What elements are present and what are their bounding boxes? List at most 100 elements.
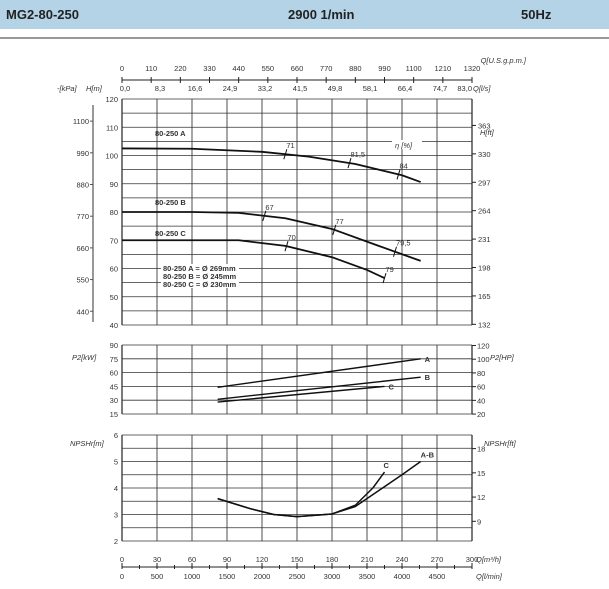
kpa-tick-label: 550 — [76, 276, 89, 285]
npsh-curve-label: C — [384, 461, 390, 470]
m3h-tick-label: 60 — [188, 555, 196, 564]
head-curve-label: 80-250 C — [155, 229, 186, 238]
npsh-ft-tick-label: 15 — [477, 469, 485, 478]
efficiency-label: 77 — [335, 217, 343, 226]
lmin-tick-label: 3000 — [324, 572, 341, 581]
m3h-tick-label: 90 — [223, 555, 231, 564]
npsh-tick-label: 2 — [114, 537, 118, 546]
head-tick-label: 120 — [105, 95, 118, 104]
m3h-axis-label: Q[m³/h] — [476, 555, 502, 564]
hp-tick-label: 40 — [477, 396, 485, 405]
frequency-label: 50Hz — [521, 7, 552, 22]
kpa-tick-label: 770 — [76, 212, 89, 221]
gpm-tick-label: 220 — [174, 64, 187, 73]
npsh-tick-label: 5 — [114, 458, 118, 467]
ft-tick-label: 297 — [478, 178, 491, 187]
ft-tick-label: 165 — [478, 292, 491, 301]
ls-tick-label: 33,2 — [258, 84, 273, 93]
ls-tick-label: 49,8 — [328, 84, 343, 93]
efficiency-mark — [284, 241, 289, 252]
ft-tick-label: 363 — [478, 121, 491, 130]
kpa-tick-label: 440 — [76, 307, 89, 316]
impeller-legend-item: 80-250 C = Ø 230mm — [163, 280, 237, 289]
kpa-tick-label: 660 — [76, 244, 89, 253]
hp-tick-label: 80 — [477, 369, 485, 378]
head-tick-label: 100 — [105, 152, 118, 161]
m3h-tick-label: 240 — [396, 555, 409, 564]
ls-tick-label: 66,4 — [398, 84, 413, 93]
power-curve-B — [217, 376, 421, 400]
npsh-tick-label: 3 — [114, 511, 118, 520]
power-tick-label: 60 — [110, 369, 118, 378]
legend-bg — [161, 272, 239, 280]
impeller-legend-item: 80-250 A = Ø 269mm — [163, 264, 236, 273]
lmin-tick-label: 4500 — [429, 572, 446, 581]
head-curve-A — [121, 147, 421, 183]
head-tick-label: 90 — [110, 180, 118, 189]
m3h-tick-label: 30 — [153, 555, 161, 564]
power-curve-label: A — [425, 355, 431, 364]
efficiency-label: 81,5 — [351, 150, 366, 159]
npsh-ft-tick-label: 18 — [477, 445, 485, 454]
head-curve-label: 80-250 B — [155, 198, 186, 207]
ls-tick-label: 41,5 — [293, 84, 308, 93]
efficiency-mark — [382, 272, 387, 284]
ls-tick-label: 16,6 — [188, 84, 203, 93]
ft-tick-label: 231 — [478, 235, 491, 244]
header-divider — [0, 37, 609, 39]
model-title: MG2-80-250 — [6, 7, 79, 22]
lmin-axis-label: Q[l/min] — [476, 572, 503, 581]
legend-bg — [161, 280, 239, 288]
gpm-tick-label: 880 — [349, 64, 362, 73]
gpm-tick-label: 1320 — [464, 64, 481, 73]
head-axis-label: H[m] — [86, 84, 103, 93]
npsh-curve-C — [217, 471, 386, 518]
efficiency-label: 84 — [400, 161, 408, 170]
power-curve-A — [217, 358, 421, 389]
power-curve-label: C — [389, 382, 395, 391]
efficiency-label: 79,5 — [396, 239, 411, 248]
gpm-tick-label: 440 — [232, 64, 245, 73]
hp-tick-label: 20 — [477, 410, 485, 419]
gpm-tick-label: 990 — [378, 64, 391, 73]
head-tick-label: 40 — [110, 321, 118, 330]
npsh-axis-label: NPSHr[m] — [70, 439, 105, 448]
efficiency-label: 71 — [286, 141, 294, 150]
head-curve-B — [122, 211, 421, 262]
efficiency-mark — [283, 149, 288, 160]
m3h-tick-label: 180 — [326, 555, 339, 564]
ls-tick-label: 24,9 — [223, 84, 238, 93]
gpm-tick-label: 330 — [203, 64, 216, 73]
efficiency-label: 67 — [265, 203, 273, 212]
npsh-ft-axis-label: NPSHr[ft] — [484, 439, 517, 448]
gpm-tick-label: 770 — [320, 64, 333, 73]
gpm-tick-label: 1100 — [406, 64, 422, 73]
npsh-ft-tick-label: 12 — [477, 493, 485, 502]
lmin-tick-label: 1500 — [219, 572, 236, 581]
m3h-tick-label: 270 — [431, 555, 444, 564]
head-tick-label: 50 — [110, 293, 118, 302]
header-bar: MG2-80-250 2900 1/min 50Hz — [0, 0, 609, 29]
m3h-tick-label: 210 — [361, 555, 374, 564]
power-tick-label: 75 — [110, 355, 118, 364]
head-tick-label: 80 — [110, 208, 118, 217]
eff-label-bg — [392, 140, 422, 150]
m3h-tick-label: 300 — [466, 555, 479, 564]
head-tick-label: 60 — [110, 265, 118, 274]
gpm-tick-label: 0 — [120, 64, 124, 73]
ls-tick-label: 8,3 — [155, 84, 165, 93]
legend-bg — [161, 264, 239, 272]
ls-tick-label: 83,0 — [457, 84, 472, 93]
head-tick-label: 70 — [110, 236, 118, 245]
ls-axis-label: Q[l/s] — [473, 84, 491, 93]
lmin-tick-label: 500 — [151, 572, 164, 581]
power-tick-label: 15 — [110, 410, 118, 419]
efficiency-mark — [332, 224, 337, 235]
hp-tick-label: 60 — [477, 383, 485, 392]
gpm-tick-label: 110 — [145, 64, 157, 73]
m3h-tick-label: 150 — [291, 555, 304, 564]
power-tick-label: 45 — [110, 382, 118, 391]
hp-tick-label: 100 — [477, 355, 490, 364]
gpm-tick-label: 1210 — [434, 64, 451, 73]
power-curve-C — [217, 385, 385, 403]
